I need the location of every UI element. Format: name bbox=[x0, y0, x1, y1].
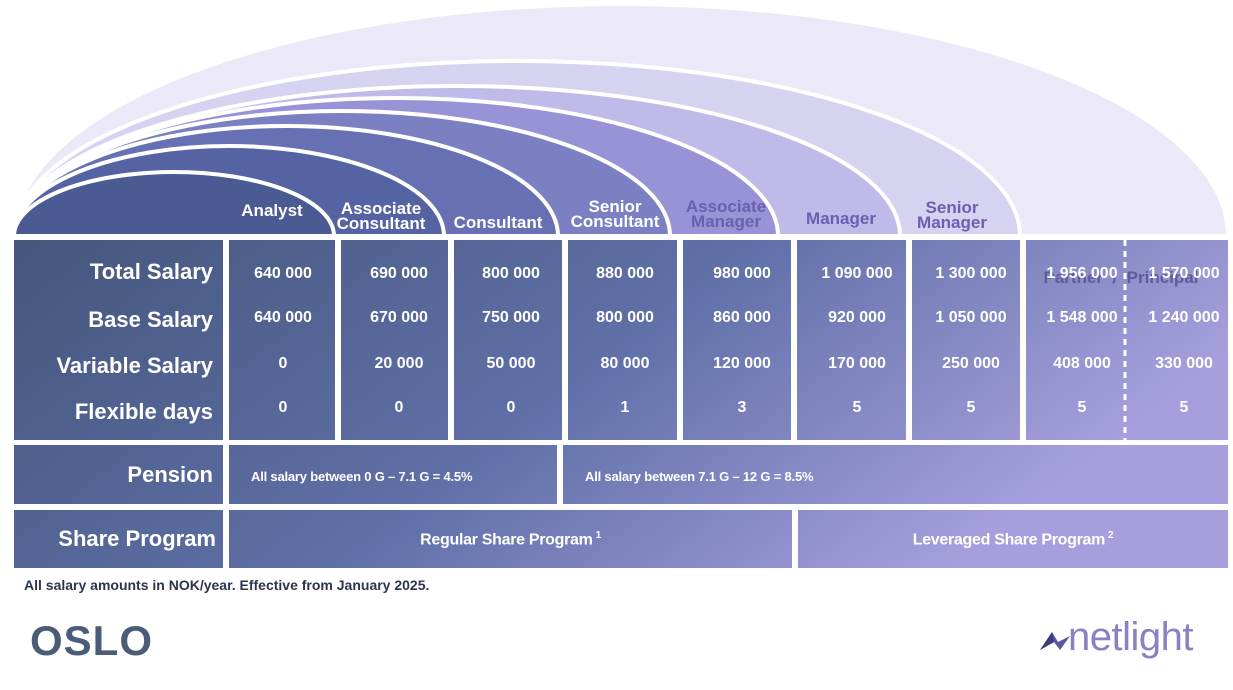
leveraged-share-footnote-marker: 2 bbox=[1108, 530, 1114, 541]
value-total-1: 690 000 bbox=[370, 265, 428, 282]
level-consultant: Consultant bbox=[453, 213, 543, 232]
value-total-4: 980 000 bbox=[713, 265, 771, 282]
level-associate-consultant: Associate Consultant bbox=[336, 199, 426, 233]
value-base-1: 670 000 bbox=[370, 309, 428, 326]
value-variable-4: 120 000 bbox=[713, 355, 771, 372]
value-variable-7: 408 000 bbox=[1053, 355, 1111, 372]
value-total-6: 1 300 000 bbox=[935, 265, 1007, 282]
value-flex-6: 5 bbox=[966, 399, 976, 416]
value-total-3: 880 000 bbox=[596, 265, 654, 282]
value-base-6: 1 050 000 bbox=[935, 309, 1007, 326]
value-base-0: 640 000 bbox=[254, 309, 312, 326]
value-flex-3: 1 bbox=[620, 399, 630, 416]
value-base-4: 860 000 bbox=[713, 309, 771, 326]
value-base-8: 1 240 000 bbox=[1148, 309, 1220, 326]
value-variable-2: 50 000 bbox=[486, 355, 536, 372]
row-label-share-program: Share Program bbox=[58, 526, 216, 551]
regular-share-footnote-marker: 1 bbox=[595, 530, 602, 541]
level-partner-principal: Partner / Principal bbox=[1043, 268, 1199, 287]
value-total-8: 1 570 000 bbox=[1148, 265, 1220, 282]
value-variable-0: 0 bbox=[278, 355, 288, 372]
value-flex-7: 5 bbox=[1077, 399, 1087, 416]
value-base-3: 800 000 bbox=[596, 309, 654, 326]
level-associate-manager: Associate Manager bbox=[685, 197, 767, 231]
value-flex-1: 0 bbox=[394, 399, 404, 416]
value-variable-8: 330 000 bbox=[1155, 355, 1213, 372]
value-flex-5: 5 bbox=[852, 399, 862, 416]
row-label-pension: Pension bbox=[127, 462, 213, 487]
regular-share-program: Regular Share Program 1 bbox=[420, 530, 602, 549]
row-label-total-salary: Total Salary bbox=[89, 259, 213, 284]
city-title: OSLO bbox=[30, 617, 154, 664]
value-flex-0: 0 bbox=[278, 399, 288, 416]
value-total-2: 800 000 bbox=[482, 265, 540, 282]
netlight-wordmark: netlight bbox=[1068, 615, 1193, 659]
career-arches bbox=[11, 4, 1228, 568]
value-base-7: 1 548 000 bbox=[1046, 309, 1118, 326]
value-flex-4: 3 bbox=[737, 399, 747, 416]
level-manager: Manager bbox=[806, 209, 876, 228]
value-flex-2: 0 bbox=[506, 399, 516, 416]
value-variable-3: 80 000 bbox=[600, 355, 650, 372]
row-label-variable-salary: Variable Salary bbox=[56, 353, 213, 378]
value-base-2: 750 000 bbox=[482, 309, 540, 326]
value-variable-6: 250 000 bbox=[942, 355, 1000, 372]
pension-low-band: All salary between 0 G – 7.1 G = 4.5% bbox=[251, 469, 473, 484]
row-label-flexible-days: Flexible days bbox=[74, 399, 213, 424]
netlight-logo-icon bbox=[1040, 632, 1070, 650]
level-senior-manager: Senior Manager bbox=[917, 198, 987, 232]
pension-high-band: All salary between 7.1 G – 12 G = 8.5% bbox=[585, 469, 814, 484]
value-flex-8: 5 bbox=[1179, 399, 1189, 416]
level-analyst: Analyst bbox=[241, 201, 303, 220]
netlight-logo: netlight bbox=[1038, 615, 1208, 666]
row-label-base-salary: Base Salary bbox=[88, 307, 213, 332]
footnote: All salary amounts in NOK/year. Effectiv… bbox=[24, 577, 430, 593]
value-total-0: 640 000 bbox=[254, 265, 312, 282]
value-variable-1: 20 000 bbox=[374, 355, 424, 372]
leveraged-share-program: Leveraged Share Program 2 bbox=[912, 530, 1114, 549]
value-base-5: 920 000 bbox=[828, 309, 886, 326]
level-senior-consultant: Senior Consultant bbox=[570, 197, 660, 231]
arch-analyst bbox=[11, 170, 337, 236]
value-total-5: 1 090 000 bbox=[821, 265, 893, 282]
value-variable-5: 170 000 bbox=[828, 355, 886, 372]
value-total-7: 1 956 000 bbox=[1046, 265, 1118, 282]
